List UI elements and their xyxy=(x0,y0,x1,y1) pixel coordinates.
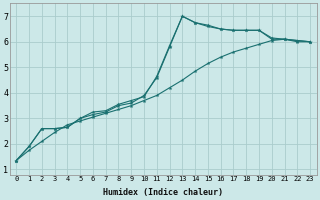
X-axis label: Humidex (Indice chaleur): Humidex (Indice chaleur) xyxy=(103,188,223,197)
